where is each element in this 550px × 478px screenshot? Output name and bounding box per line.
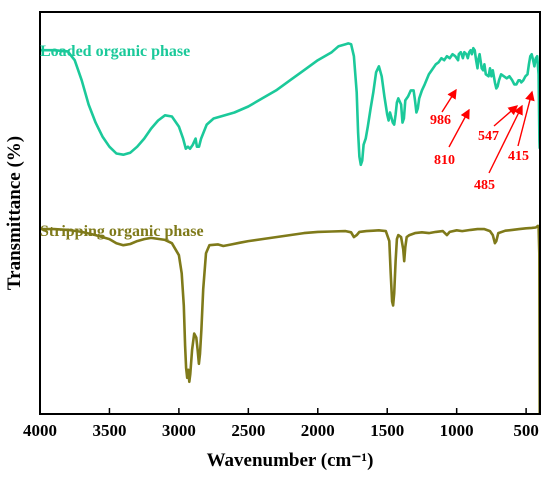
annotation-label-547: 547 [478, 129, 499, 144]
annotation-arrow-986 [441, 88, 457, 113]
x-tick-label-4000: 4000 [23, 421, 57, 440]
y-axis-title: Transmittance (%) [4, 136, 25, 290]
annotation-arrow-547 [493, 105, 519, 127]
series-line-stripping [40, 224, 540, 414]
x-axis-ticks [39, 408, 527, 414]
annotation-arrow-810 [448, 108, 470, 148]
x-tick-label-1000: 1000 [440, 421, 474, 440]
x-tick-label-2000: 2000 [301, 421, 335, 440]
x-tick-label-500: 500 [513, 421, 539, 440]
series-line-loaded [40, 42, 540, 167]
annotation-label-415: 415 [508, 149, 529, 164]
annotation-label-810: 810 [434, 153, 455, 168]
x-axis-tick-labels: 4000 3500 3000 2500 2000 1500 1000 500 [23, 421, 539, 440]
x-tick-label-1500: 1500 [370, 421, 404, 440]
x-tick-label-3500: 3500 [92, 421, 126, 440]
x-tick-label-2500: 2500 [231, 421, 265, 440]
annotation-label-986: 986 [430, 113, 451, 128]
peak-annotations: 986 810 547 485 415 [430, 88, 535, 193]
series-label-loaded: Loaded organic phase [40, 43, 190, 60]
annotation-label-485: 485 [474, 178, 495, 193]
plot-content [40, 42, 540, 414]
x-tick-label-3000: 3000 [162, 421, 196, 440]
plot-frame [39, 11, 541, 415]
annotation-arrow-485 [488, 104, 523, 174]
series-label-stripping: Stripping organic phase [40, 223, 204, 240]
x-axis-title: Wavenumber (cm⁻¹) [207, 450, 374, 471]
annotation-arrow-415 [517, 90, 535, 147]
